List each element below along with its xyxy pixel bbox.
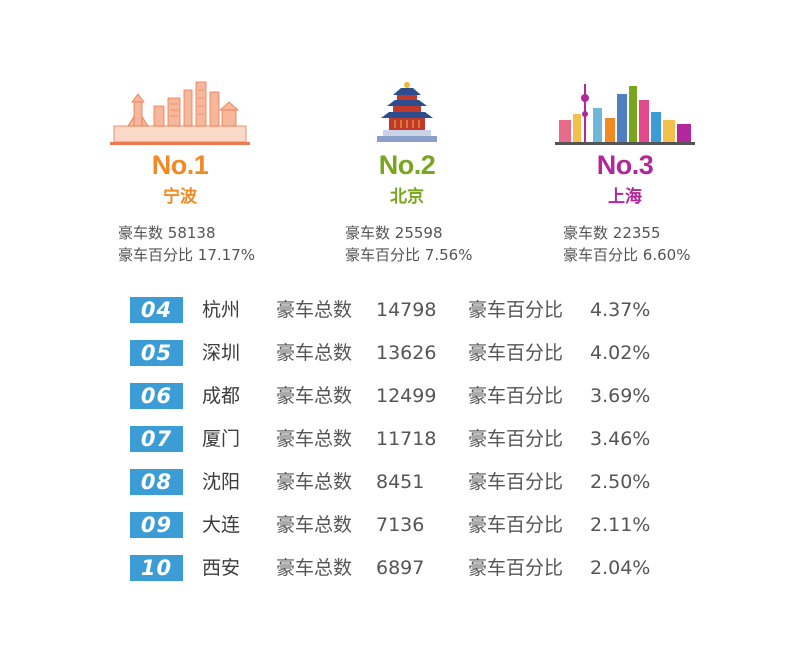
city-name: 杭州 xyxy=(202,299,241,321)
percent-value: 6.60% xyxy=(642,246,691,264)
city-name: 西安 xyxy=(202,557,241,579)
count-label: 豪车总数 xyxy=(276,557,353,579)
rank-badge: 04 xyxy=(130,297,183,323)
count-value: 7136 xyxy=(376,514,425,536)
city-name: 厦门 xyxy=(202,428,241,450)
percent-value: 3.69% xyxy=(590,385,651,407)
city-name: 上海 xyxy=(608,187,642,207)
percent-value: 3.46% xyxy=(590,428,651,450)
rank-badge: 06 xyxy=(130,383,183,409)
percent-label: 豪车百分比 xyxy=(345,246,421,264)
count-stat: 豪车数 25598 xyxy=(345,222,443,243)
city-name: 沈阳 xyxy=(202,471,241,493)
percent-value: 2.04% xyxy=(590,557,651,579)
percent-value: 2.50% xyxy=(590,471,651,493)
rank-badge: 09 xyxy=(130,512,183,538)
percent-stat: 豪车百分比 6.60% xyxy=(563,244,690,265)
count-label: 豪车总数 xyxy=(276,299,353,321)
count-value: 14798 xyxy=(376,299,437,321)
top-three-podium: No.1 宁波 豪车数 58138 豪车百分比 17.17% xyxy=(0,80,800,280)
rank-label: No.3 xyxy=(596,150,654,180)
count-value: 25598 xyxy=(394,224,443,242)
rank-badge: 10 xyxy=(130,555,183,581)
city-name: 宁波 xyxy=(163,187,197,207)
percent-label: 豪车百分比 xyxy=(118,246,194,264)
percent-label: 豪车百分比 xyxy=(468,342,564,364)
count-label: 豪车总数 xyxy=(276,428,353,450)
percent-label: 豪车百分比 xyxy=(468,428,564,450)
count-value: 6897 xyxy=(376,557,425,579)
city-name: 深圳 xyxy=(202,342,241,364)
percent-value: 7.56% xyxy=(424,246,473,264)
city-name: 大连 xyxy=(202,514,241,536)
shanghai-skyline-icon xyxy=(555,84,695,145)
count-stat: 豪车数 22355 xyxy=(563,222,661,243)
city-name: 北京 xyxy=(390,187,424,207)
table-row: 07 厦门 豪车总数 11718 豪车百分比 3.46% xyxy=(130,423,690,466)
count-value: 58138 xyxy=(167,224,216,242)
table-row: 05 深圳 豪车总数 13626 豪车百分比 4.02% xyxy=(130,337,690,380)
ningbo-skyline-icon xyxy=(110,81,250,145)
rank-label: No.1 xyxy=(151,150,209,180)
count-label: 豪车数 xyxy=(563,224,609,242)
rank-badge: 08 xyxy=(130,469,183,495)
ranking-table: 04 杭州 豪车总数 14798 豪车百分比 4.37% 05 深圳 豪车总数 13626 豪车百分… xyxy=(130,294,690,595)
count-value: 8451 xyxy=(376,471,425,493)
percent-label: 豪车百分比 xyxy=(468,471,564,493)
table-row: 09 大连 豪车总数 7136 豪车百分比 2.11% xyxy=(130,509,690,552)
count-label: 豪车数 xyxy=(118,224,164,242)
count-value: 13626 xyxy=(376,342,437,364)
count-value: 12499 xyxy=(376,385,437,407)
table-row: 04 杭州 豪车总数 14798 豪车百分比 4.37% xyxy=(130,294,690,337)
count-value: 22355 xyxy=(612,224,661,242)
rank-badge: 07 xyxy=(130,426,183,452)
percent-label: 豪车百分比 xyxy=(468,514,564,536)
percent-label: 豪车百分比 xyxy=(468,299,564,321)
count-value: 11718 xyxy=(376,428,437,450)
temple-of-heaven-icon xyxy=(377,82,437,142)
count-stat: 豪车数 58138 xyxy=(118,222,216,243)
table-row: 06 成都 豪车总数 12499 豪车百分比 3.69% xyxy=(130,380,690,423)
count-label: 豪车总数 xyxy=(276,514,353,536)
percent-label: 豪车百分比 xyxy=(563,246,639,264)
rank-badge: 05 xyxy=(130,340,183,366)
table-row: 10 西安 豪车总数 6897 豪车百分比 2.04% xyxy=(130,552,690,595)
count-label: 豪车总数 xyxy=(276,471,353,493)
percent-label: 豪车百分比 xyxy=(468,557,564,579)
percent-value: 17.17% xyxy=(197,246,255,264)
count-label: 豪车数 xyxy=(345,224,391,242)
rank-label: No.2 xyxy=(378,150,436,180)
count-label: 豪车总数 xyxy=(276,342,353,364)
table-row: 08 沈阳 豪车总数 8451 豪车百分比 2.50% xyxy=(130,466,690,509)
city-name: 成都 xyxy=(202,385,241,407)
percent-stat: 豪车百分比 7.56% xyxy=(345,244,472,265)
percent-label: 豪车百分比 xyxy=(468,385,564,407)
percent-stat: 豪车百分比 17.17% xyxy=(118,244,255,265)
percent-value: 4.37% xyxy=(590,299,651,321)
percent-value: 4.02% xyxy=(590,342,651,364)
percent-value: 2.11% xyxy=(590,514,651,536)
count-label: 豪车总数 xyxy=(276,385,353,407)
